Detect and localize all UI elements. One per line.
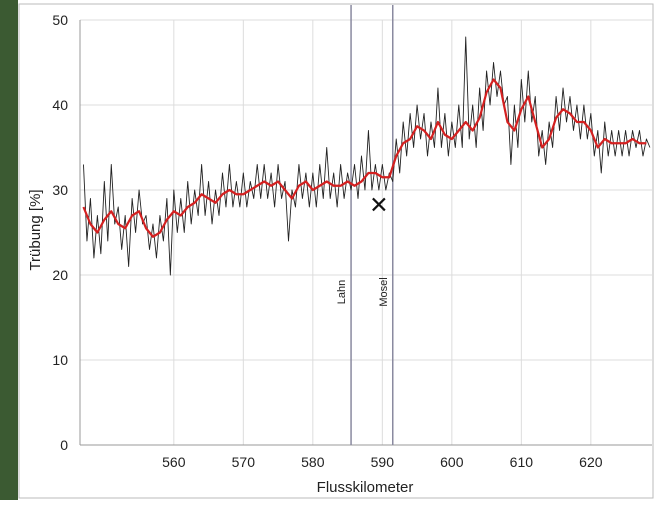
x-tick-label: 600 [440,454,464,470]
x-tick-label: 570 [232,454,256,470]
panel [18,0,654,500]
panel-border [18,3,654,499]
y-tick-label: 40 [52,97,68,113]
y-tick-label: 10 [52,352,68,368]
y-tick-label: 50 [52,12,68,28]
x-tick-label: 610 [510,454,534,470]
x-tick-label: 620 [579,454,603,470]
data-line [82,78,647,238]
data-line [83,36,651,276]
x-axis-label: Flusskilometer [317,479,414,496]
y-tick-label: 0 [60,437,68,453]
river-label: Mosel [378,277,390,306]
y-axis-label: Trübung [%] [27,189,44,270]
y-tick-label: 20 [52,267,68,283]
marker [372,197,386,212]
background-strip [0,0,18,500]
x-tick-label: 590 [371,454,395,470]
x-tick-label: 580 [301,454,325,470]
river-label: Lahn [336,280,348,304]
y-tick-label: 30 [52,182,68,198]
x-tick-label: 560 [162,454,186,470]
